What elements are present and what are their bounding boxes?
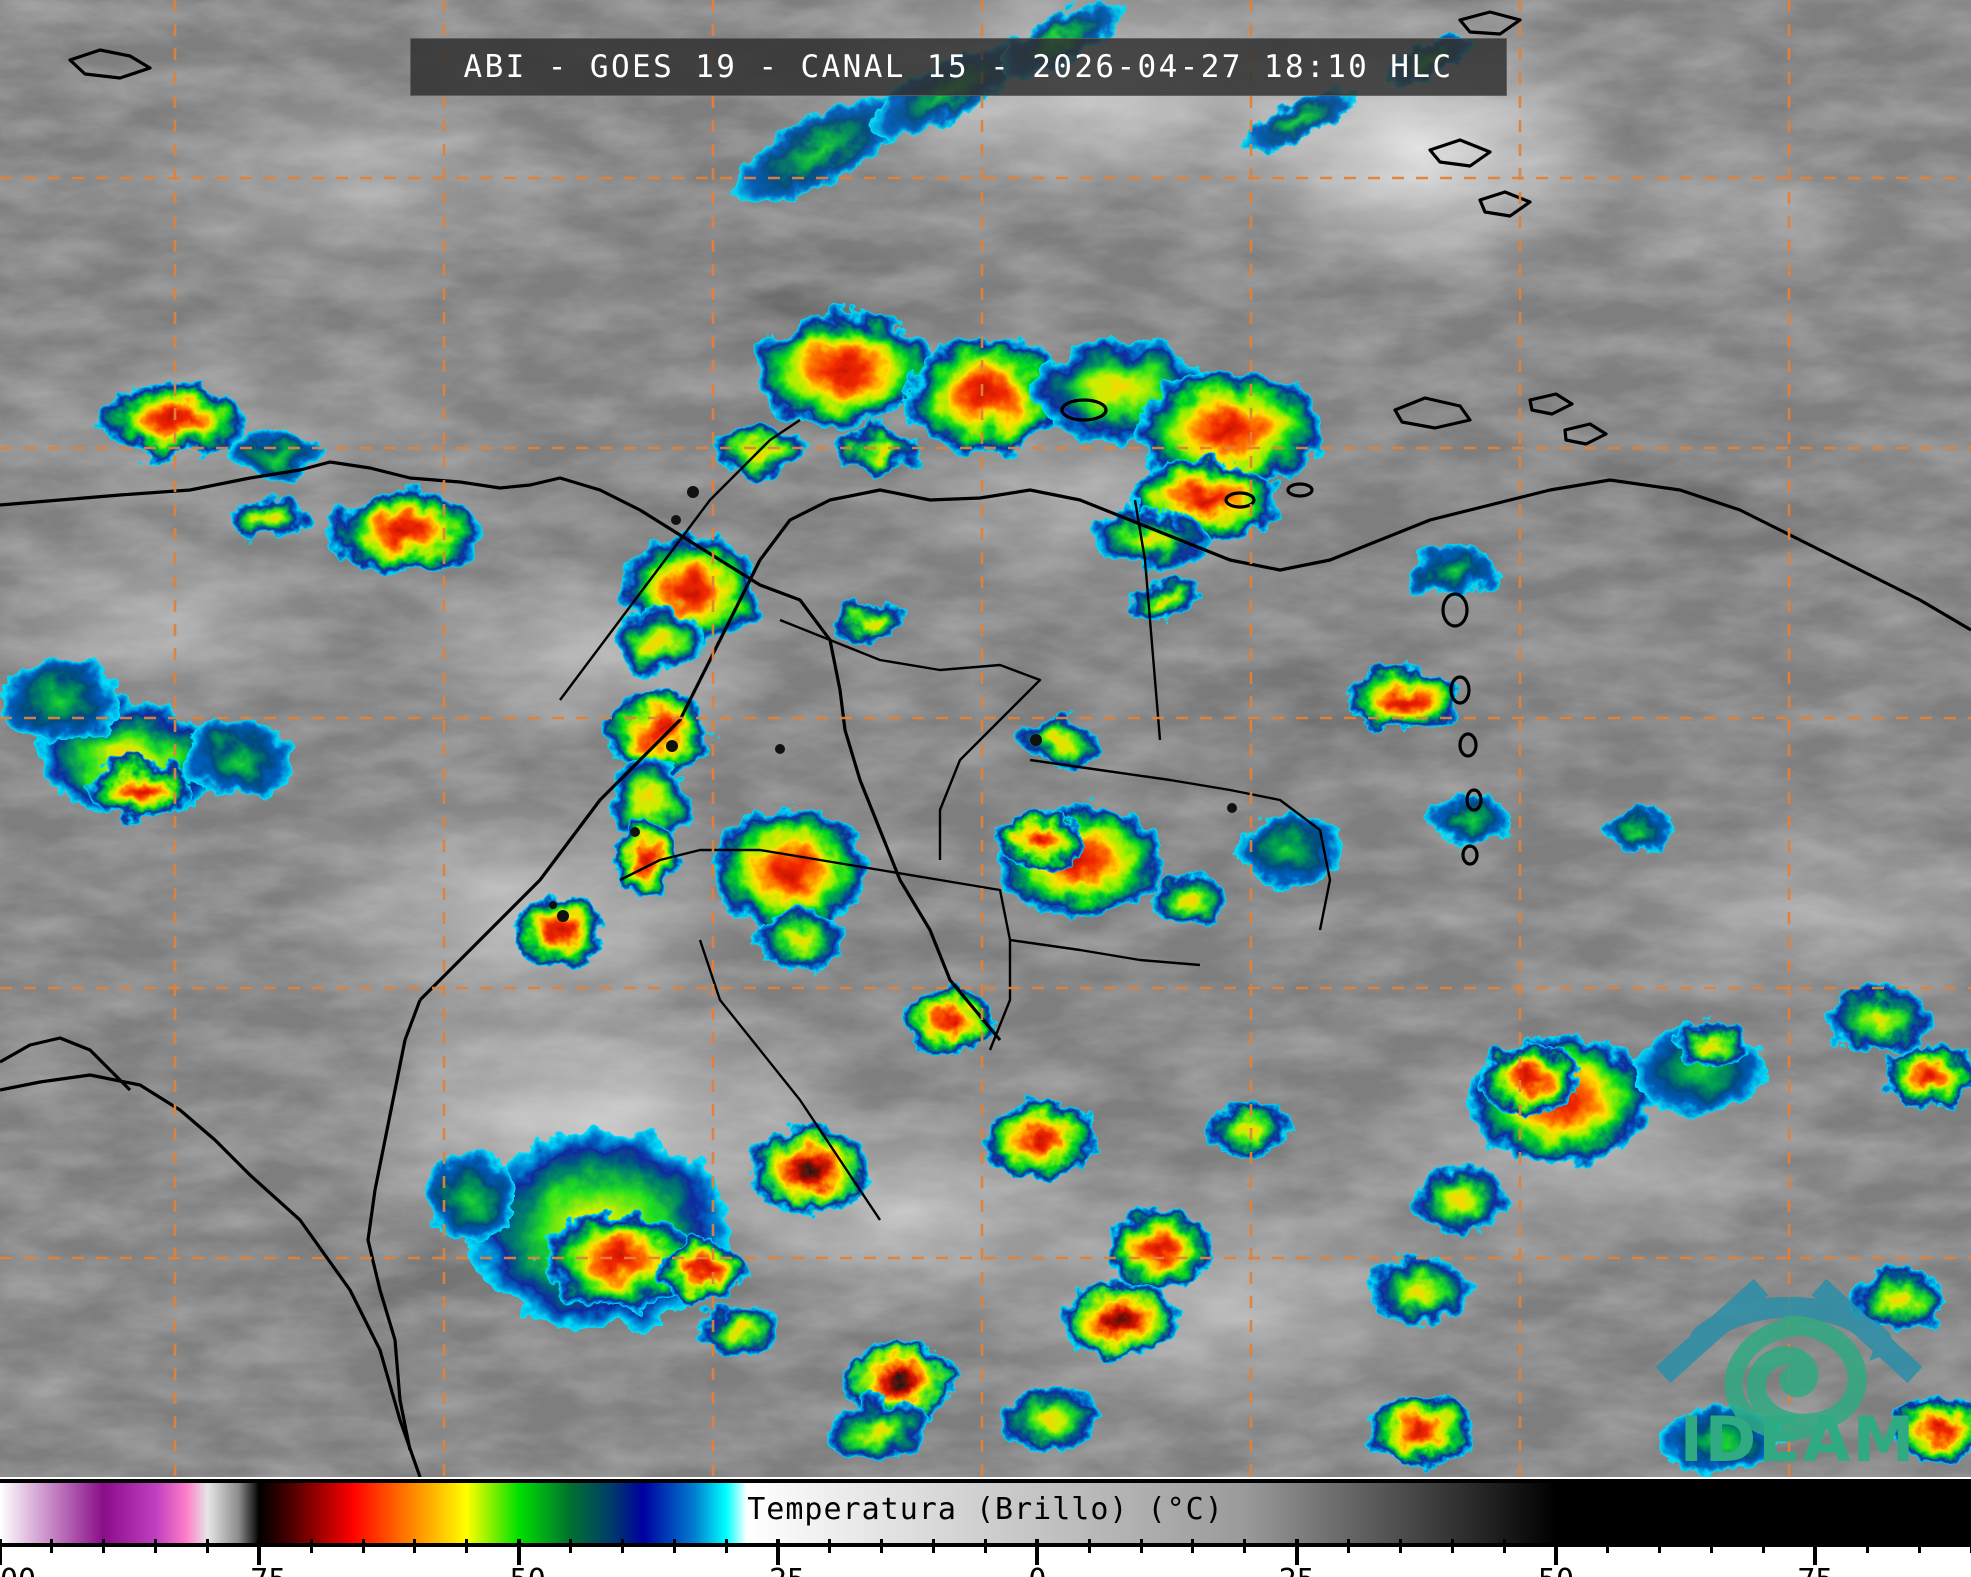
colorbar-tick-label: 50 (1538, 1563, 1574, 1577)
ideam-logo-text: IDEAM (1680, 1403, 1917, 1469)
cirrus-layer (0, 0, 1971, 1477)
colorbar-container: Temperatura (Brillo) (°C) −100−75−50−250… (0, 1477, 1971, 1577)
colorbar-axis: −100 −75 −50 −25 0 25 50 75 (0, 1539, 1971, 1577)
image-title-banner: ABI - GOES 19 - CANAL 15 - 2026-04-27 18… (410, 38, 1507, 96)
colorbar-minor-tick (1450, 1539, 1454, 1553)
colorbar-major-tick (1035, 1539, 1040, 1565)
colorbar-minor-tick (880, 1539, 884, 1553)
colorbar-major-tick (257, 1539, 262, 1565)
city-markers (549, 486, 1237, 922)
colorbar-minor-tick (569, 1539, 573, 1553)
colorbar-gradient[interactable] (0, 1479, 1971, 1547)
colorbar-major-tick (1813, 1539, 1818, 1565)
convective-cells-atlantic (1430, 794, 1971, 1474)
colorbar-minor-tick (1865, 1539, 1869, 1553)
colorbar-minor-tick (154, 1539, 158, 1553)
coastlines (0, 10, 1971, 1477)
colorbar-minor-tick (1710, 1539, 1714, 1553)
colorbar-minor-tick (1398, 1539, 1402, 1553)
colorbar-minor-tick (309, 1539, 313, 1553)
colorbar-major-tick (1294, 1539, 1299, 1565)
convective-cells-orinoco (712, 804, 1506, 1466)
colorbar-minor-tick (1139, 1539, 1143, 1553)
satellite-map[interactable]: ABI - GOES 19 - CANAL 15 - 2026-04-27 18… (0, 0, 1971, 1477)
convective-cells-group-1 (0, 382, 481, 820)
image-title-text: ABI - GOES 19 - CANAL 15 - 2026-04-27 18… (463, 49, 1454, 85)
colorbar-minor-tick (932, 1539, 936, 1553)
colorbar-minor-tick (1191, 1539, 1195, 1553)
convective-cells-amazon (426, 1130, 928, 1460)
ideam-logo: IDEAM (1643, 1279, 1953, 1469)
colorbar-minor-tick (1969, 1539, 1971, 1553)
colorbar-minor-tick (984, 1539, 987, 1553)
colorbar-major-tick (516, 1539, 521, 1565)
colorbar-tick-label: 75 (1797, 1563, 1833, 1577)
colorbar-tick-label: −25 (751, 1563, 805, 1577)
colorbar-tick-label: −75 (232, 1563, 286, 1577)
colorbar-minor-tick (1347, 1539, 1351, 1553)
convective-cells-colombia (516, 312, 1499, 970)
graticule (0, 0, 1971, 1477)
colorbar-tick-label: 25 (1279, 1563, 1315, 1577)
colorbar-major-tick (1554, 1539, 1559, 1565)
colorbar-minor-tick (672, 1539, 676, 1553)
colorbar-major-tick (776, 1539, 781, 1565)
colorbar-tick-label: −50 (492, 1563, 546, 1577)
colorbar-minor-tick (50, 1539, 54, 1553)
colorbar-minor-tick (361, 1539, 365, 1553)
colorbar-major-tick (0, 1539, 2, 1565)
colorbar-minor-tick (1502, 1539, 1506, 1553)
ideam-logo-svg: IDEAM (1655, 1279, 1923, 1469)
colorbar-minor-tick (828, 1539, 832, 1553)
colorbar-minor-tick (1762, 1539, 1766, 1553)
map-overlay (0, 0, 1971, 1477)
colorbar-minor-tick (102, 1539, 106, 1553)
colorbar-minor-tick (1087, 1539, 1091, 1553)
colorbar-minor-tick (1606, 1539, 1610, 1553)
colorbar-minor-tick (465, 1539, 469, 1553)
hurricane-spiral-icon (1655, 1279, 1923, 1441)
colorbar-tick-label: −100 (0, 1563, 36, 1577)
colorbar-minor-tick (1243, 1539, 1247, 1553)
colorbar-minor-tick (1917, 1539, 1921, 1553)
colorbar-minor-tick (724, 1539, 728, 1553)
colorbar-tick-label: 0 (1028, 1563, 1046, 1577)
colorbar-minor-tick (620, 1539, 624, 1553)
colorbar-minor-tick (205, 1539, 209, 1553)
colorbar-minor-tick (1658, 1539, 1662, 1553)
colorbar-minor-tick (413, 1539, 417, 1553)
